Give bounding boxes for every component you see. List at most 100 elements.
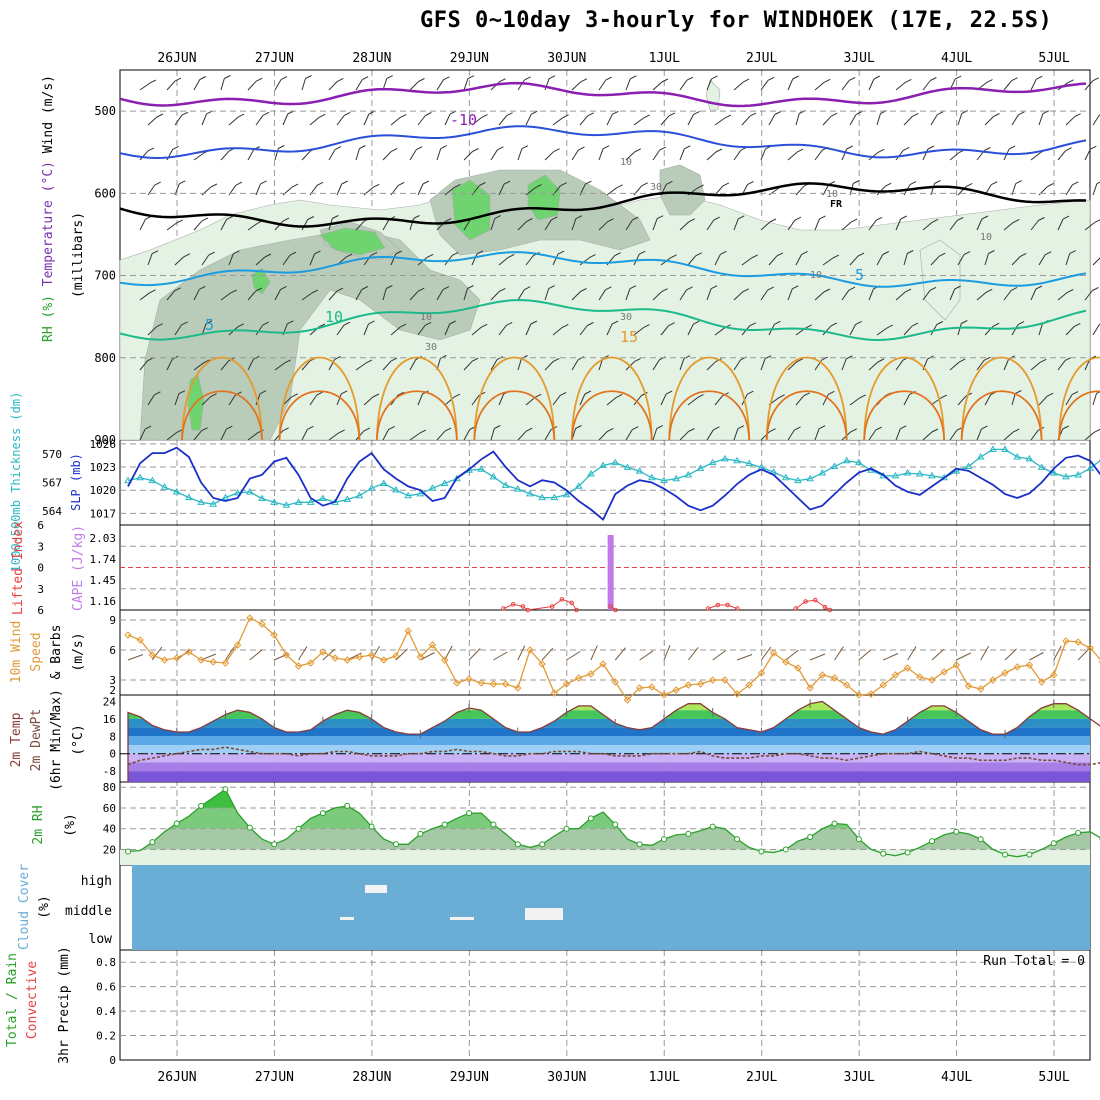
- wind-barb: [147, 184, 156, 196]
- wind-barb: [625, 78, 631, 91]
- wind10-point: [660, 691, 668, 699]
- y-tick-upper: 500: [94, 104, 116, 118]
- wind-barb-flag: [237, 113, 245, 118]
- wind-barb-flag: [440, 145, 447, 150]
- temp-contour-diurnal: [765, 356, 848, 441]
- wind-barb-flag: [424, 321, 432, 326]
- wind-barb: [598, 431, 608, 441]
- temp-tick: 0: [109, 748, 116, 761]
- thickness-point: [185, 493, 193, 501]
- wind-barb-flag: [602, 145, 610, 150]
- thickness-point: [903, 469, 912, 476]
- wind-barb-flag: [938, 252, 946, 257]
- wind-barb: [976, 218, 983, 231]
- wind-barb: [355, 220, 365, 231]
- x-bottom-label: 2JUL: [746, 1070, 777, 1085]
- cape-tick: 2.03: [90, 532, 117, 545]
- upper-ylabel-units: (millibars): [71, 212, 86, 298]
- wind-barb-flag: [453, 393, 461, 398]
- wind-barb-flag: [715, 148, 723, 153]
- slp-tick: 1020: [90, 484, 117, 497]
- wind-barb-flag: [688, 428, 695, 432]
- wind10-point: [842, 681, 851, 689]
- li-point: [559, 597, 565, 602]
- wind10-barb: [151, 646, 163, 661]
- thickness-label: 1000-500mb Thickness (dm): [9, 392, 23, 573]
- wind10-point: [526, 646, 534, 654]
- wind-barb: [201, 396, 211, 406]
- wind-barb-flag: [877, 148, 885, 153]
- wind-barb: [1038, 113, 1044, 126]
- wind-barb-flag: [388, 425, 395, 430]
- y-tick-upper: 600: [94, 186, 116, 200]
- rh-point: [514, 841, 521, 848]
- wind-barb-flag: [693, 110, 700, 115]
- wind-barb: [525, 396, 536, 406]
- rh-point: [490, 821, 497, 828]
- cape-tick: 1.74: [90, 553, 117, 566]
- wind10-point: [928, 676, 936, 684]
- wind-barb: [1092, 324, 1100, 336]
- wind10-barb: [956, 652, 971, 661]
- wind-barb-flag: [857, 252, 865, 257]
- precip-tick: 0.8: [96, 956, 116, 969]
- wind10-point: [441, 656, 449, 664]
- wind-barb: [822, 325, 832, 336]
- wind10-point: [489, 680, 498, 688]
- wind-barb-flag: [1074, 113, 1081, 118]
- panel-frame-wind: [119, 609, 1091, 696]
- wind10-point: [769, 649, 778, 657]
- wind10-point: [185, 648, 193, 656]
- wind10-ylabel: 10m Wind Speed & Barbs (m/s): [9, 621, 86, 684]
- thickness-point: [720, 454, 729, 462]
- wind-barb-flag: [993, 113, 1000, 117]
- thickness-point: [599, 461, 607, 468]
- wind-barb: [328, 290, 338, 301]
- rh-tick: 60: [103, 802, 116, 815]
- wind-barb-flag: [855, 111, 863, 116]
- wind-barb-flag: [981, 215, 989, 220]
- wind10-point: [380, 656, 388, 664]
- thickness-point: [1062, 472, 1070, 480]
- wind-barb: [220, 292, 231, 301]
- wind-barb-flag: [855, 320, 862, 325]
- thickness-point: [270, 498, 279, 505]
- wind-barb-flag: [479, 182, 486, 186]
- wind10-point: [221, 659, 230, 667]
- wind-barb-flag: [722, 182, 730, 187]
- wind-barb: [247, 359, 254, 371]
- wind-barb: [706, 78, 712, 91]
- wind-barb: [841, 221, 852, 231]
- wind10-point: [270, 631, 278, 639]
- wind-barb: [409, 432, 421, 441]
- wind10-point: [1025, 661, 1034, 669]
- rh-label-a: 2m RH: [31, 805, 46, 844]
- wind-barb-flag: [749, 112, 757, 117]
- wind-barb: [490, 359, 498, 371]
- wind-barb: [390, 253, 397, 266]
- wind-barb: [444, 187, 455, 196]
- wind-barb-flag: [587, 112, 594, 117]
- wind-barb: [687, 114, 695, 126]
- wind-barb: [903, 253, 908, 266]
- wind-barb-flag: [805, 324, 812, 329]
- wind-barb: [355, 148, 360, 161]
- wind10-point: [782, 658, 790, 666]
- wind-barb: [984, 253, 989, 266]
- wind-barb-flag: [235, 181, 243, 186]
- wind-barb-flag: [147, 147, 155, 152]
- wind-barb: [949, 361, 960, 371]
- wind-barb-flag: [422, 180, 430, 185]
- wind-barb-flag: [548, 75, 556, 80]
- wind-barb-flag: [988, 250, 995, 254]
- precip-tick: 0.2: [96, 1030, 116, 1043]
- thickness-point: [1025, 454, 1034, 462]
- temp2m-ylabel: 2m Temp 2m DewPt (6hr Min/Max) (°C): [9, 689, 86, 791]
- wind-barb-flag: [711, 75, 718, 80]
- wind10-point: [1062, 637, 1070, 645]
- wind-barb-flag: [174, 287, 181, 292]
- wind10-label-b: Speed: [29, 632, 44, 671]
- wind-barb-flag: [713, 426, 720, 431]
- wind-barb-flag: [695, 252, 702, 257]
- wind-barb-flag: [1015, 390, 1022, 394]
